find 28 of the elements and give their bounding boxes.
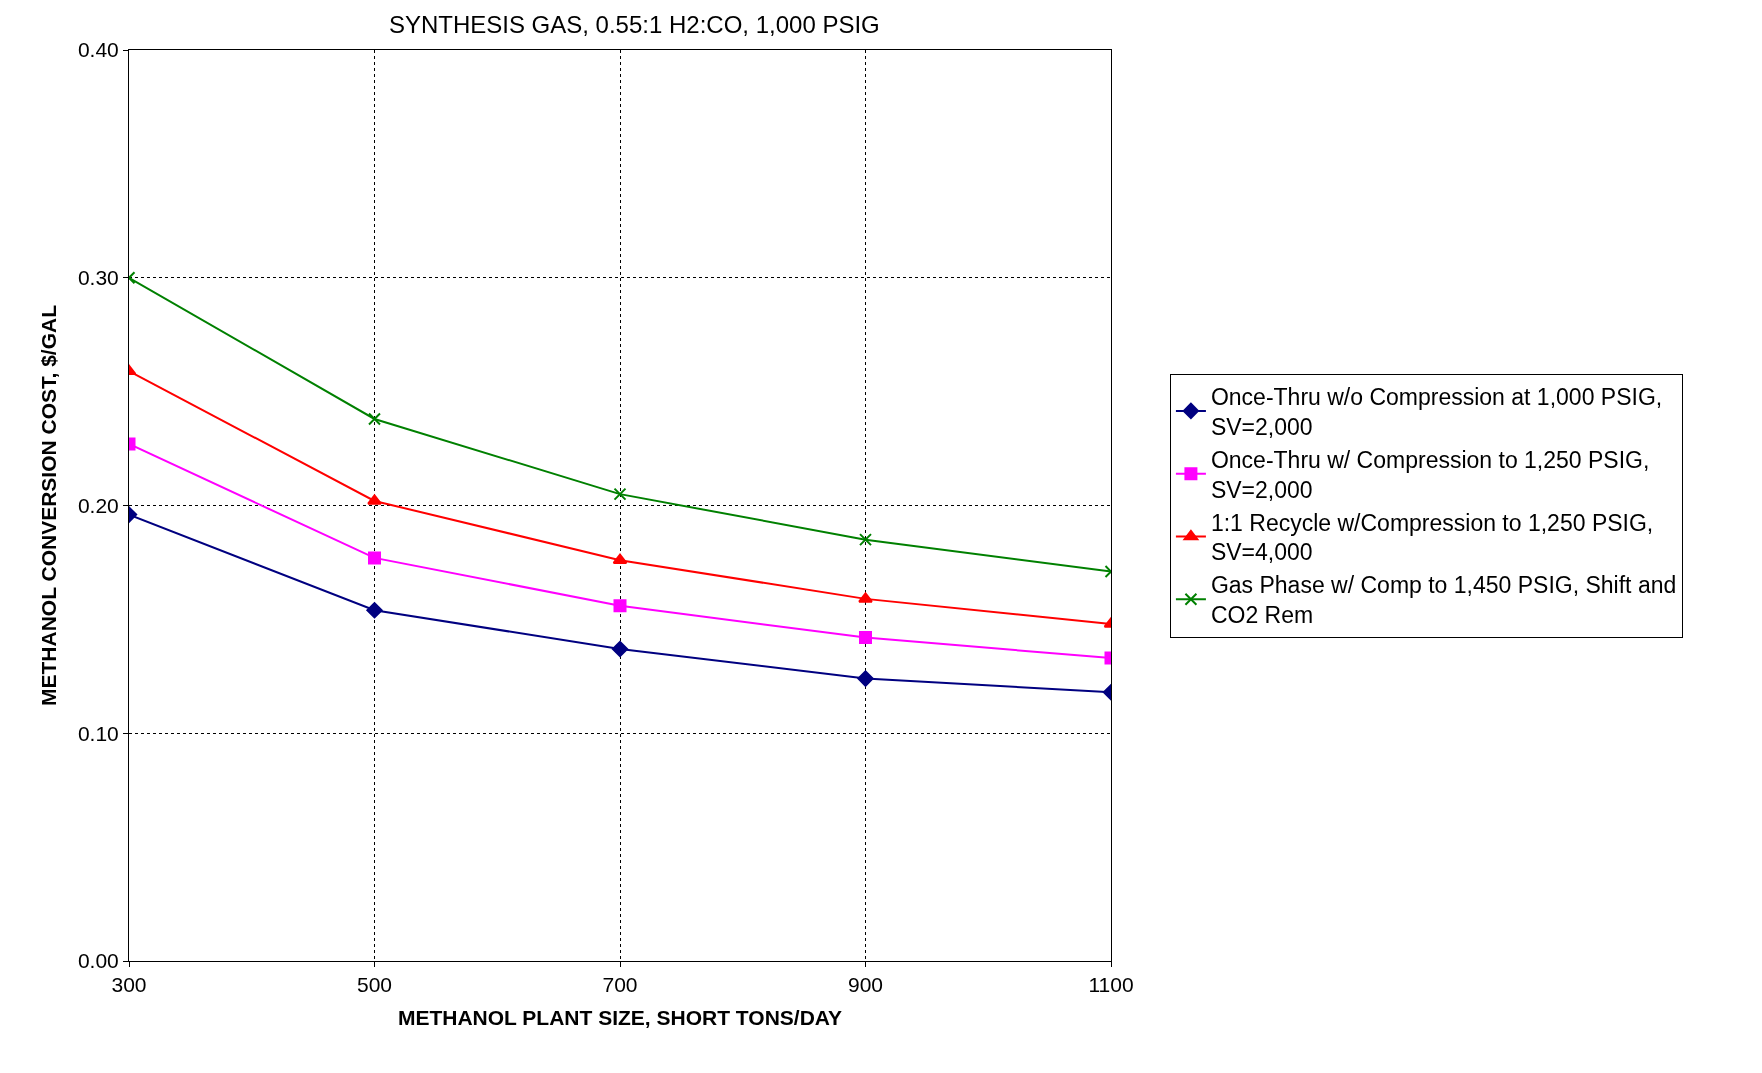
point <box>859 631 872 645</box>
y-tick-label: 0.20 <box>77 493 119 517</box>
point <box>611 640 629 658</box>
legend-label: 1:1 Recycle w/Compression to 1,250 PSIG, SV=4,000 <box>1210 509 1654 566</box>
point <box>859 533 872 547</box>
y-tick-label: 0.30 <box>77 266 119 290</box>
x-tick-label: 1100 <box>1088 973 1134 997</box>
point <box>367 494 382 505</box>
legend-label: Gas Phase w/ Comp to 1,450 PSIG, Shift and CO2 Rem <box>1210 572 1677 629</box>
x-axis-title: METHANOL PLANT SIZE, SHORT TONS/DAY <box>397 1006 843 1030</box>
x-tick-label: 900 <box>847 973 884 997</box>
legend-label: Once-Thru w/o Compression at 1,000 PSIG, SV=2,000 <box>1210 383 1663 440</box>
y-axis-title: METHANOL CONVERSION COST, $/GAL <box>37 304 61 706</box>
point <box>857 670 874 687</box>
chart-title: SYNTHESIS GAS, 0.55:1 H2:CO, 1,000 PSIG <box>388 10 880 38</box>
x-tick-label: 500 <box>356 973 393 997</box>
x-tick-label: 700 <box>602 973 638 997</box>
point <box>368 551 381 565</box>
y-tick-label: 0.00 <box>77 949 119 973</box>
legend-label: Once-Thru w/ Compression to 1,250 PSIG, SV=2,000 <box>1210 446 1650 503</box>
point <box>366 602 383 619</box>
y-tick-label: 0.10 <box>77 721 119 745</box>
y-tick-label: 0.40 <box>77 38 119 62</box>
point <box>368 412 381 426</box>
point <box>613 487 627 501</box>
point <box>613 599 627 613</box>
x-tick-label: 300 <box>111 973 147 997</box>
point <box>858 592 873 603</box>
